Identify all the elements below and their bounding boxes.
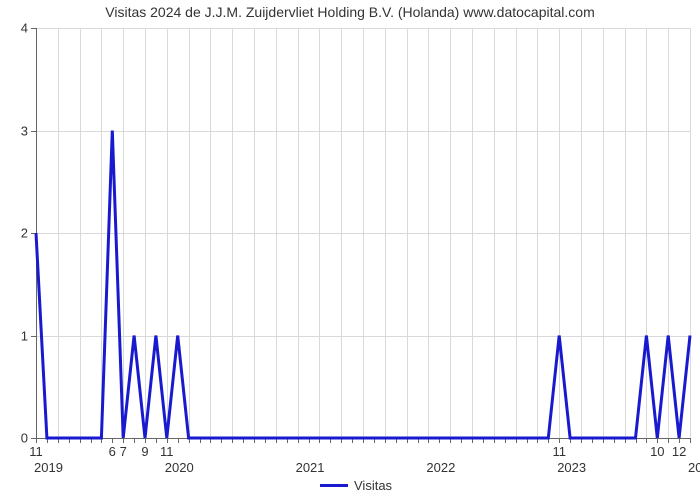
y-tick-label: 2 bbox=[8, 226, 28, 241]
y-tick-label: 1 bbox=[8, 328, 28, 343]
x-tick-label-major: 2019 bbox=[34, 460, 63, 475]
y-tick-label: 4 bbox=[8, 21, 28, 36]
gridline-vertical bbox=[690, 28, 691, 438]
x-tick-mark bbox=[145, 438, 146, 443]
x-tick-mark bbox=[559, 438, 560, 443]
x-tick-label-minor: 12 bbox=[672, 444, 686, 459]
x-tick-label-minor: 9 bbox=[141, 444, 148, 459]
x-tick-mark bbox=[167, 438, 168, 443]
x-tick-label-major: 202 bbox=[688, 460, 700, 475]
x-tick-label-minor: 6 bbox=[109, 444, 116, 459]
x-tick-label-major: 2020 bbox=[165, 460, 194, 475]
x-tick-label-minor: 7 bbox=[120, 444, 127, 459]
x-tick-mark bbox=[668, 438, 669, 443]
x-tick-mark bbox=[646, 438, 647, 443]
chart-plot-area: 0123411679111110122019202020212022202320… bbox=[36, 28, 690, 438]
x-tick-label-minor: 11 bbox=[552, 444, 566, 459]
x-tick-label-major: 2023 bbox=[557, 460, 586, 475]
x-tick-label-minor: 10 bbox=[650, 444, 664, 459]
series-line bbox=[36, 28, 690, 438]
legend-swatch bbox=[320, 484, 348, 487]
x-tick-mark bbox=[690, 438, 691, 443]
x-tick-mark bbox=[134, 438, 135, 443]
x-tick-label-minor: 11 bbox=[29, 444, 43, 459]
x-tick-mark bbox=[156, 438, 157, 443]
y-tick-label: 3 bbox=[8, 123, 28, 138]
x-tick-mark bbox=[679, 438, 680, 443]
y-tick-label: 0 bbox=[8, 431, 28, 446]
x-tick-label-major: 2021 bbox=[296, 460, 325, 475]
x-tick-mark bbox=[123, 438, 124, 443]
x-tick-mark bbox=[112, 438, 113, 443]
x-tick-label-major: 2022 bbox=[426, 460, 455, 475]
x-tick-mark bbox=[178, 438, 179, 443]
chart-legend: Visitas bbox=[320, 478, 392, 493]
x-tick-mark bbox=[36, 438, 37, 443]
chart-title: Visitas 2024 de J.J.M. Zuijdervliet Hold… bbox=[0, 4, 700, 20]
x-tick-label-minor: 11 bbox=[160, 444, 174, 459]
x-tick-mark bbox=[657, 438, 658, 443]
legend-label: Visitas bbox=[354, 478, 392, 493]
